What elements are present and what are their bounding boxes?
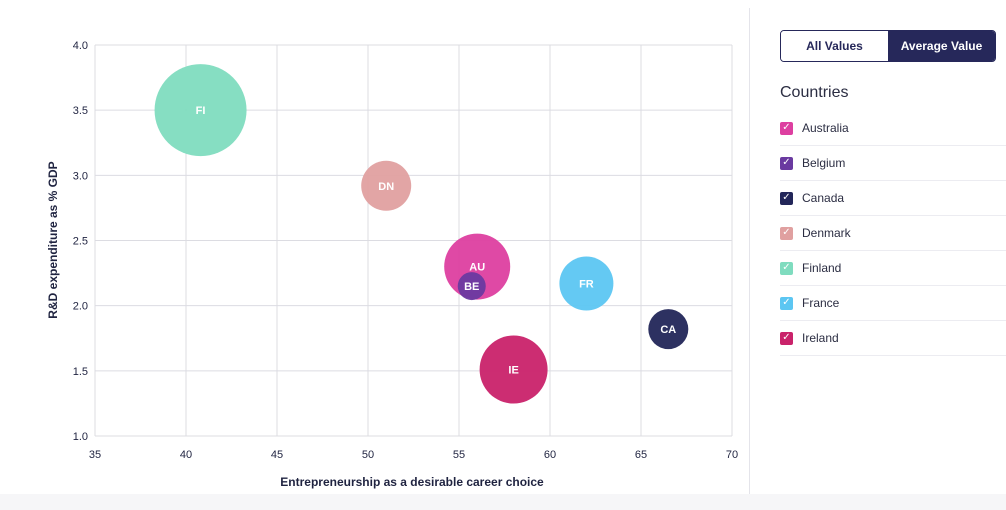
x-tick-label: 50	[362, 449, 374, 461]
checkmark-icon: ✓	[782, 192, 791, 203]
checkmark-icon: ✓	[782, 262, 791, 273]
panel-divider	[749, 8, 750, 494]
checkbox-icon[interactable]: ✓	[780, 226, 793, 240]
legend-label: France	[802, 296, 840, 310]
checkbox-icon[interactable]: ✓	[780, 331, 793, 345]
bubble-finland[interactable]	[154, 64, 247, 157]
checkmark-icon: ✓	[782, 297, 791, 308]
legend-item-australia[interactable]: ✓ Australia	[780, 111, 1006, 146]
checkmark-icon: ✓	[782, 227, 791, 238]
checkbox-icon[interactable]: ✓	[780, 156, 793, 170]
y-axis-label: R&D expenditure as % GDP	[46, 161, 60, 318]
legend-panel: All Values Average Value Countries ✓ Aust…	[780, 30, 1006, 356]
y-tick-label: 3.0	[73, 170, 88, 182]
bubble-label-fi: FI	[196, 105, 206, 117]
legend-label: Canada	[802, 191, 845, 205]
x-tick-label: 40	[180, 449, 192, 461]
legend-item-france[interactable]: ✓ France	[780, 286, 1006, 321]
legend-item-canada[interactable]: ✓ Canada	[780, 181, 1006, 216]
legend-item-finland[interactable]: ✓ Finland	[780, 251, 1006, 286]
legend-list: ✓ Australia ✓ Belgium ✓ Canada ✓ Denmark ✓ Finlan…	[780, 111, 1006, 356]
y-tick-label: 2.5	[73, 236, 88, 248]
legend-label: Belgium	[802, 156, 846, 170]
bubble-label-ca: CA	[660, 324, 676, 336]
legend-label: Finland	[802, 261, 842, 275]
x-tick-label: 55	[453, 449, 465, 461]
checkmark-icon: ✓	[782, 157, 791, 168]
legend-item-denmark[interactable]: ✓ Denmark	[780, 216, 1006, 251]
legend-item-ireland[interactable]: ✓ Ireland	[780, 321, 1006, 356]
legend-item-belgium[interactable]: ✓ Belgium	[780, 146, 1006, 181]
y-tick-label: 2.0	[73, 301, 88, 313]
bubble-label-au: AU	[469, 262, 485, 274]
legend-title: Countries	[780, 84, 849, 101]
chart-svg: 35 40 45 50 55 60 65 70 1.0 1.5 2.0 2.5 3.0 3.5 4.0 FI…	[46, 40, 738, 489]
all-values-button[interactable]: All Values	[781, 31, 888, 61]
footer-band	[0, 494, 1006, 510]
y-tick-label: 1.0	[73, 431, 88, 443]
checkbox-icon[interactable]: ✓	[780, 296, 793, 310]
y-tick-label: 4.0	[73, 40, 88, 52]
checkmark-icon: ✓	[782, 122, 791, 133]
legend-label: Denmark	[802, 226, 851, 240]
checkbox-icon[interactable]: ✓	[780, 121, 793, 135]
checkbox-icon[interactable]: ✓	[780, 191, 793, 205]
bubble-chart: 35 40 45 50 55 60 65 70 1.0 1.5 2.0 2.5 3.0 3.5 4.0 FI…	[46, 40, 738, 489]
bubble-label-dn: DN	[378, 181, 394, 193]
checkbox-icon[interactable]: ✓	[780, 261, 793, 275]
bubble-ireland[interactable]	[479, 335, 548, 404]
bubble-label-fr: FR	[579, 279, 594, 291]
bubbles: FI DN AU FR BE CA IE	[154, 64, 689, 404]
legend-label: Ireland	[802, 331, 839, 345]
x-tick-label: 60	[544, 449, 556, 461]
y-tick-label: 3.5	[73, 105, 88, 117]
bubble-label-ie: IE	[508, 365, 518, 377]
y-tick-label: 1.5	[73, 366, 88, 378]
average-value-button[interactable]: Average Value	[888, 31, 995, 61]
x-axis-label: Entrepreneurship as a desirable career c…	[280, 475, 544, 489]
x-tick-label: 65	[635, 449, 647, 461]
bubble-france[interactable]	[559, 256, 614, 311]
value-mode-toggle: All Values Average Value	[780, 30, 996, 62]
checkmark-icon: ✓	[782, 332, 791, 343]
bubble-belgium[interactable]	[457, 272, 486, 301]
legend-label: Australia	[802, 121, 849, 135]
bubble-denmark[interactable]	[361, 160, 412, 211]
bubble-canada[interactable]	[648, 309, 689, 350]
grid-lines	[94, 44, 733, 437]
x-tick-label: 70	[726, 449, 738, 461]
x-tick-label: 45	[271, 449, 283, 461]
bubble-label-be: BE	[464, 281, 479, 293]
x-tick-label: 35	[89, 449, 101, 461]
axes: 35 40 45 50 55 60 65 70 1.0 1.5 2.0 2.5 3.0 3.5 4.0	[73, 40, 738, 461]
